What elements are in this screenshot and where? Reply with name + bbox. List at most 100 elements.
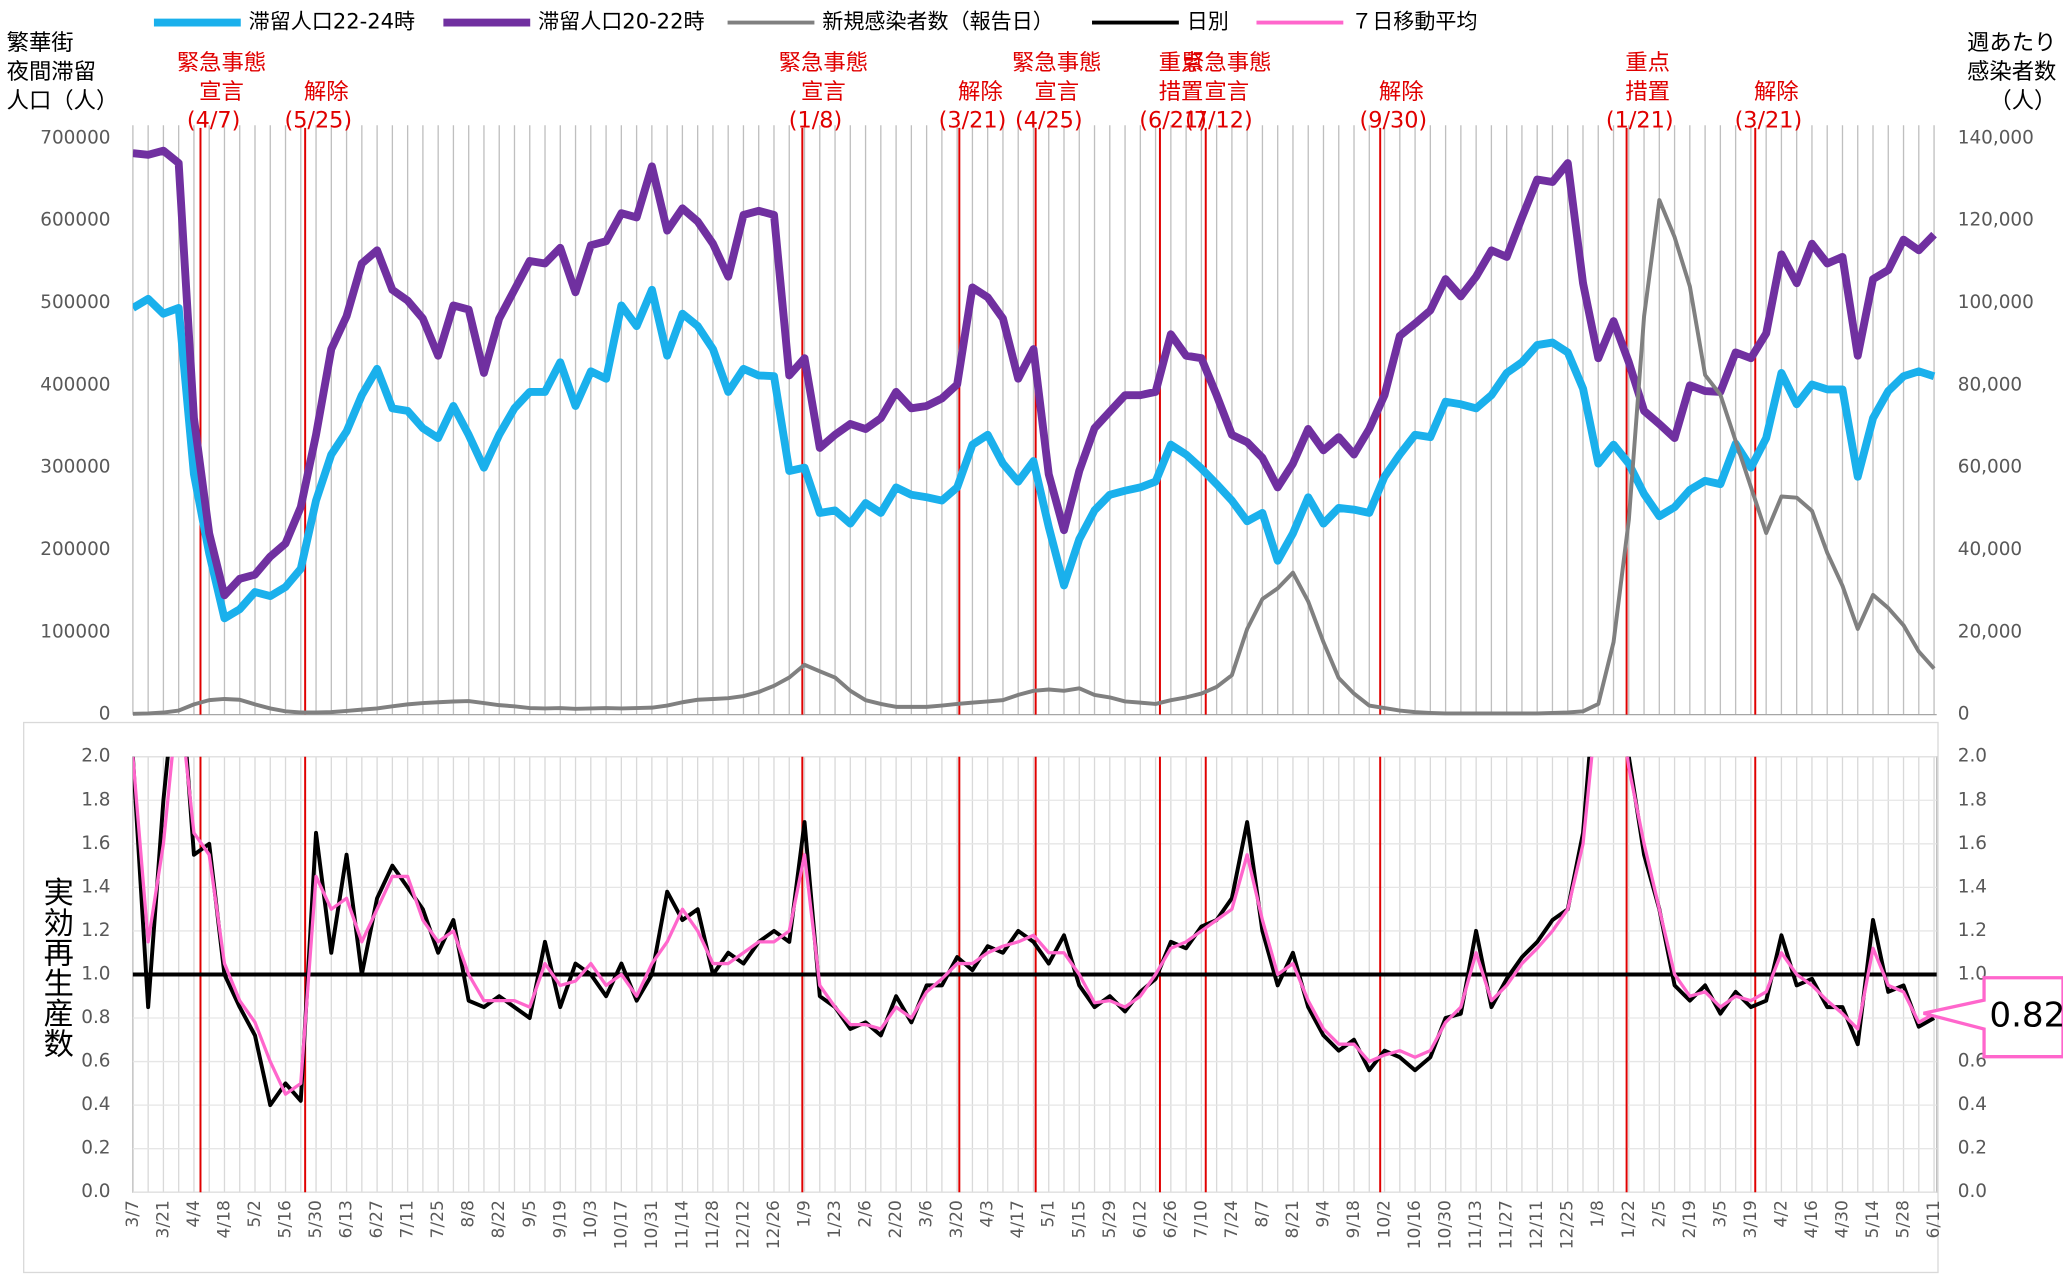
x-tick-label: 11/28 <box>703 1200 723 1249</box>
x-tick-label: 1/23 <box>825 1200 845 1238</box>
x-tick-label: 10/16 <box>1405 1200 1425 1249</box>
event-date: (1/21) <box>1606 108 1674 134</box>
x-tick-label: 2/6 <box>856 1200 876 1228</box>
x-tick-label: 10/30 <box>1436 1200 1456 1249</box>
event-label: 解除 <box>1754 79 1799 105</box>
x-tick-label: 5/28 <box>1894 1200 1914 1238</box>
x-tick-label: 10/2 <box>1375 1200 1395 1238</box>
y2-tick-label: 60,000 <box>1958 457 2022 478</box>
x-tick-label: 1/9 <box>795 1200 815 1228</box>
event-label: 措置 <box>1625 79 1670 105</box>
y2-tick-label: 0.4 <box>1958 1094 1987 1115</box>
y2-tick-label: 0.0 <box>1958 1181 1987 1202</box>
y2-tick-label: 1.4 <box>1958 876 1987 897</box>
x-tick-label: 12/26 <box>764 1200 784 1249</box>
y2-axis-title: （人） <box>1989 88 2056 114</box>
legend-label: 滞留人口20-22時 <box>538 9 704 34</box>
x-tick-label: 6/27 <box>367 1200 387 1238</box>
x-tick-label: 5/2 <box>245 1200 265 1228</box>
x-tick-label: 1/8 <box>1588 1200 1608 1228</box>
y2-tick-label: 1.8 <box>1958 789 1987 810</box>
y2-tick-label: 0 <box>1958 704 1970 725</box>
event-date: (3/21) <box>939 108 1007 134</box>
y-axis-title: 実効再生産数 <box>38 876 74 1058</box>
x-tick-label: 7/25 <box>428 1200 448 1238</box>
x-tick-label: 4/17 <box>1008 1200 1028 1238</box>
y2-tick-label: 1.0 <box>1958 963 1987 984</box>
y-tick-label: 0.4 <box>81 1094 110 1115</box>
x-tick-label: 6/12 <box>1130 1200 1150 1238</box>
y2-axis-title: 週あたり <box>1967 30 2056 56</box>
x-tick-label: 3/21 <box>153 1200 173 1238</box>
x-tick-label: 11/13 <box>1466 1200 1486 1249</box>
x-tick-label: 5/1 <box>1039 1200 1059 1228</box>
event-label: 宣言 <box>1204 79 1249 105</box>
event-date: (5/25) <box>284 108 352 134</box>
event-date: (4/25) <box>1015 108 1083 134</box>
event-date: (6/21) <box>1139 108 1207 134</box>
event-label: 緊急事態 <box>1012 50 1101 76</box>
x-tick-label: 2/5 <box>1649 1200 1669 1228</box>
y-tick-label: 2.0 <box>81 746 110 767</box>
y2-axis-title: 感染者数 <box>1967 59 2056 85</box>
y2-tick-label: 2.0 <box>1958 746 1987 767</box>
series-line <box>132 146 1937 600</box>
y2-tick-label: 40,000 <box>1958 539 2022 560</box>
event-label: 重点 <box>1625 50 1670 76</box>
x-tick-label: 3/6 <box>917 1200 937 1228</box>
x-tick-label: 11/14 <box>672 1200 692 1249</box>
event-label: 緊急事態 <box>177 50 266 76</box>
y-tick-label: 1.0 <box>81 963 110 984</box>
legend-label: 新規感染者数（報告日） <box>822 9 1054 34</box>
y2-tick-label: 80,000 <box>1958 374 2022 395</box>
x-tick-label: 2/19 <box>1680 1200 1700 1238</box>
legend-label: 日別 <box>1187 9 1229 34</box>
x-tick-label: 3/5 <box>1710 1200 1730 1228</box>
y-tick-label: 1.2 <box>81 920 110 941</box>
callout-box <box>1923 976 2063 1059</box>
x-tick-label: 4/30 <box>1832 1200 1852 1238</box>
event-date: (3/21) <box>1735 108 1803 134</box>
y-tick-label: 100000 <box>40 621 110 642</box>
x-tick-label: 8/22 <box>489 1200 509 1238</box>
event-label: 緊急事態 <box>779 50 868 76</box>
event-label: 解除 <box>958 79 1003 105</box>
event-label: 宣言 <box>801 79 846 105</box>
event-date: (7/12) <box>1185 108 1253 134</box>
y-tick-label: 1.6 <box>81 833 110 854</box>
y-tick-label: 400000 <box>40 374 110 395</box>
x-tick-label: 3/19 <box>1741 1200 1761 1238</box>
y2-tick-label: 20,000 <box>1958 621 2022 642</box>
y-tick-label: 600000 <box>40 210 110 231</box>
y-axis-title: 人口（人） <box>7 88 119 114</box>
x-tick-label: 11/27 <box>1497 1200 1517 1249</box>
legend-label: 滞留人口22-24時 <box>249 9 415 34</box>
x-tick-label: 7/11 <box>398 1200 418 1238</box>
x-tick-label: 5/30 <box>306 1200 326 1238</box>
y-tick-label: 0 <box>99 704 111 725</box>
y-tick-label: 300000 <box>40 457 110 478</box>
x-tick-label: 3/7 <box>123 1200 143 1228</box>
y2-tick-label: 140,000 <box>1958 127 2034 148</box>
y2-tick-label: 0.2 <box>1958 1138 1987 1159</box>
x-tick-label: 4/18 <box>214 1200 234 1238</box>
x-tick-label: 4/4 <box>184 1200 204 1228</box>
x-tick-label: 6/11 <box>1924 1200 1944 1238</box>
lower-frame <box>23 721 1939 1274</box>
y-tick-label: 1.8 <box>81 789 110 810</box>
x-tick-label: 12/11 <box>1527 1200 1547 1249</box>
y2-tick-label: 0.6 <box>1958 1051 1987 1072</box>
y-tick-label: 0.2 <box>81 1138 110 1159</box>
x-tick-label: 9/19 <box>550 1200 570 1238</box>
event-date: (4/7) <box>187 108 240 134</box>
event-date: (9/30) <box>1360 108 1428 134</box>
x-tick-label: 5/14 <box>1863 1200 1883 1238</box>
y2-tick-label: 100,000 <box>1958 292 2034 313</box>
event-label: 宣言 <box>1034 79 1079 105</box>
x-tick-label: 6/13 <box>337 1200 357 1238</box>
x-tick-label: 4/16 <box>1802 1200 1822 1238</box>
x-tick-label: 5/29 <box>1100 1200 1120 1238</box>
y-tick-label: 0.6 <box>81 1051 110 1072</box>
